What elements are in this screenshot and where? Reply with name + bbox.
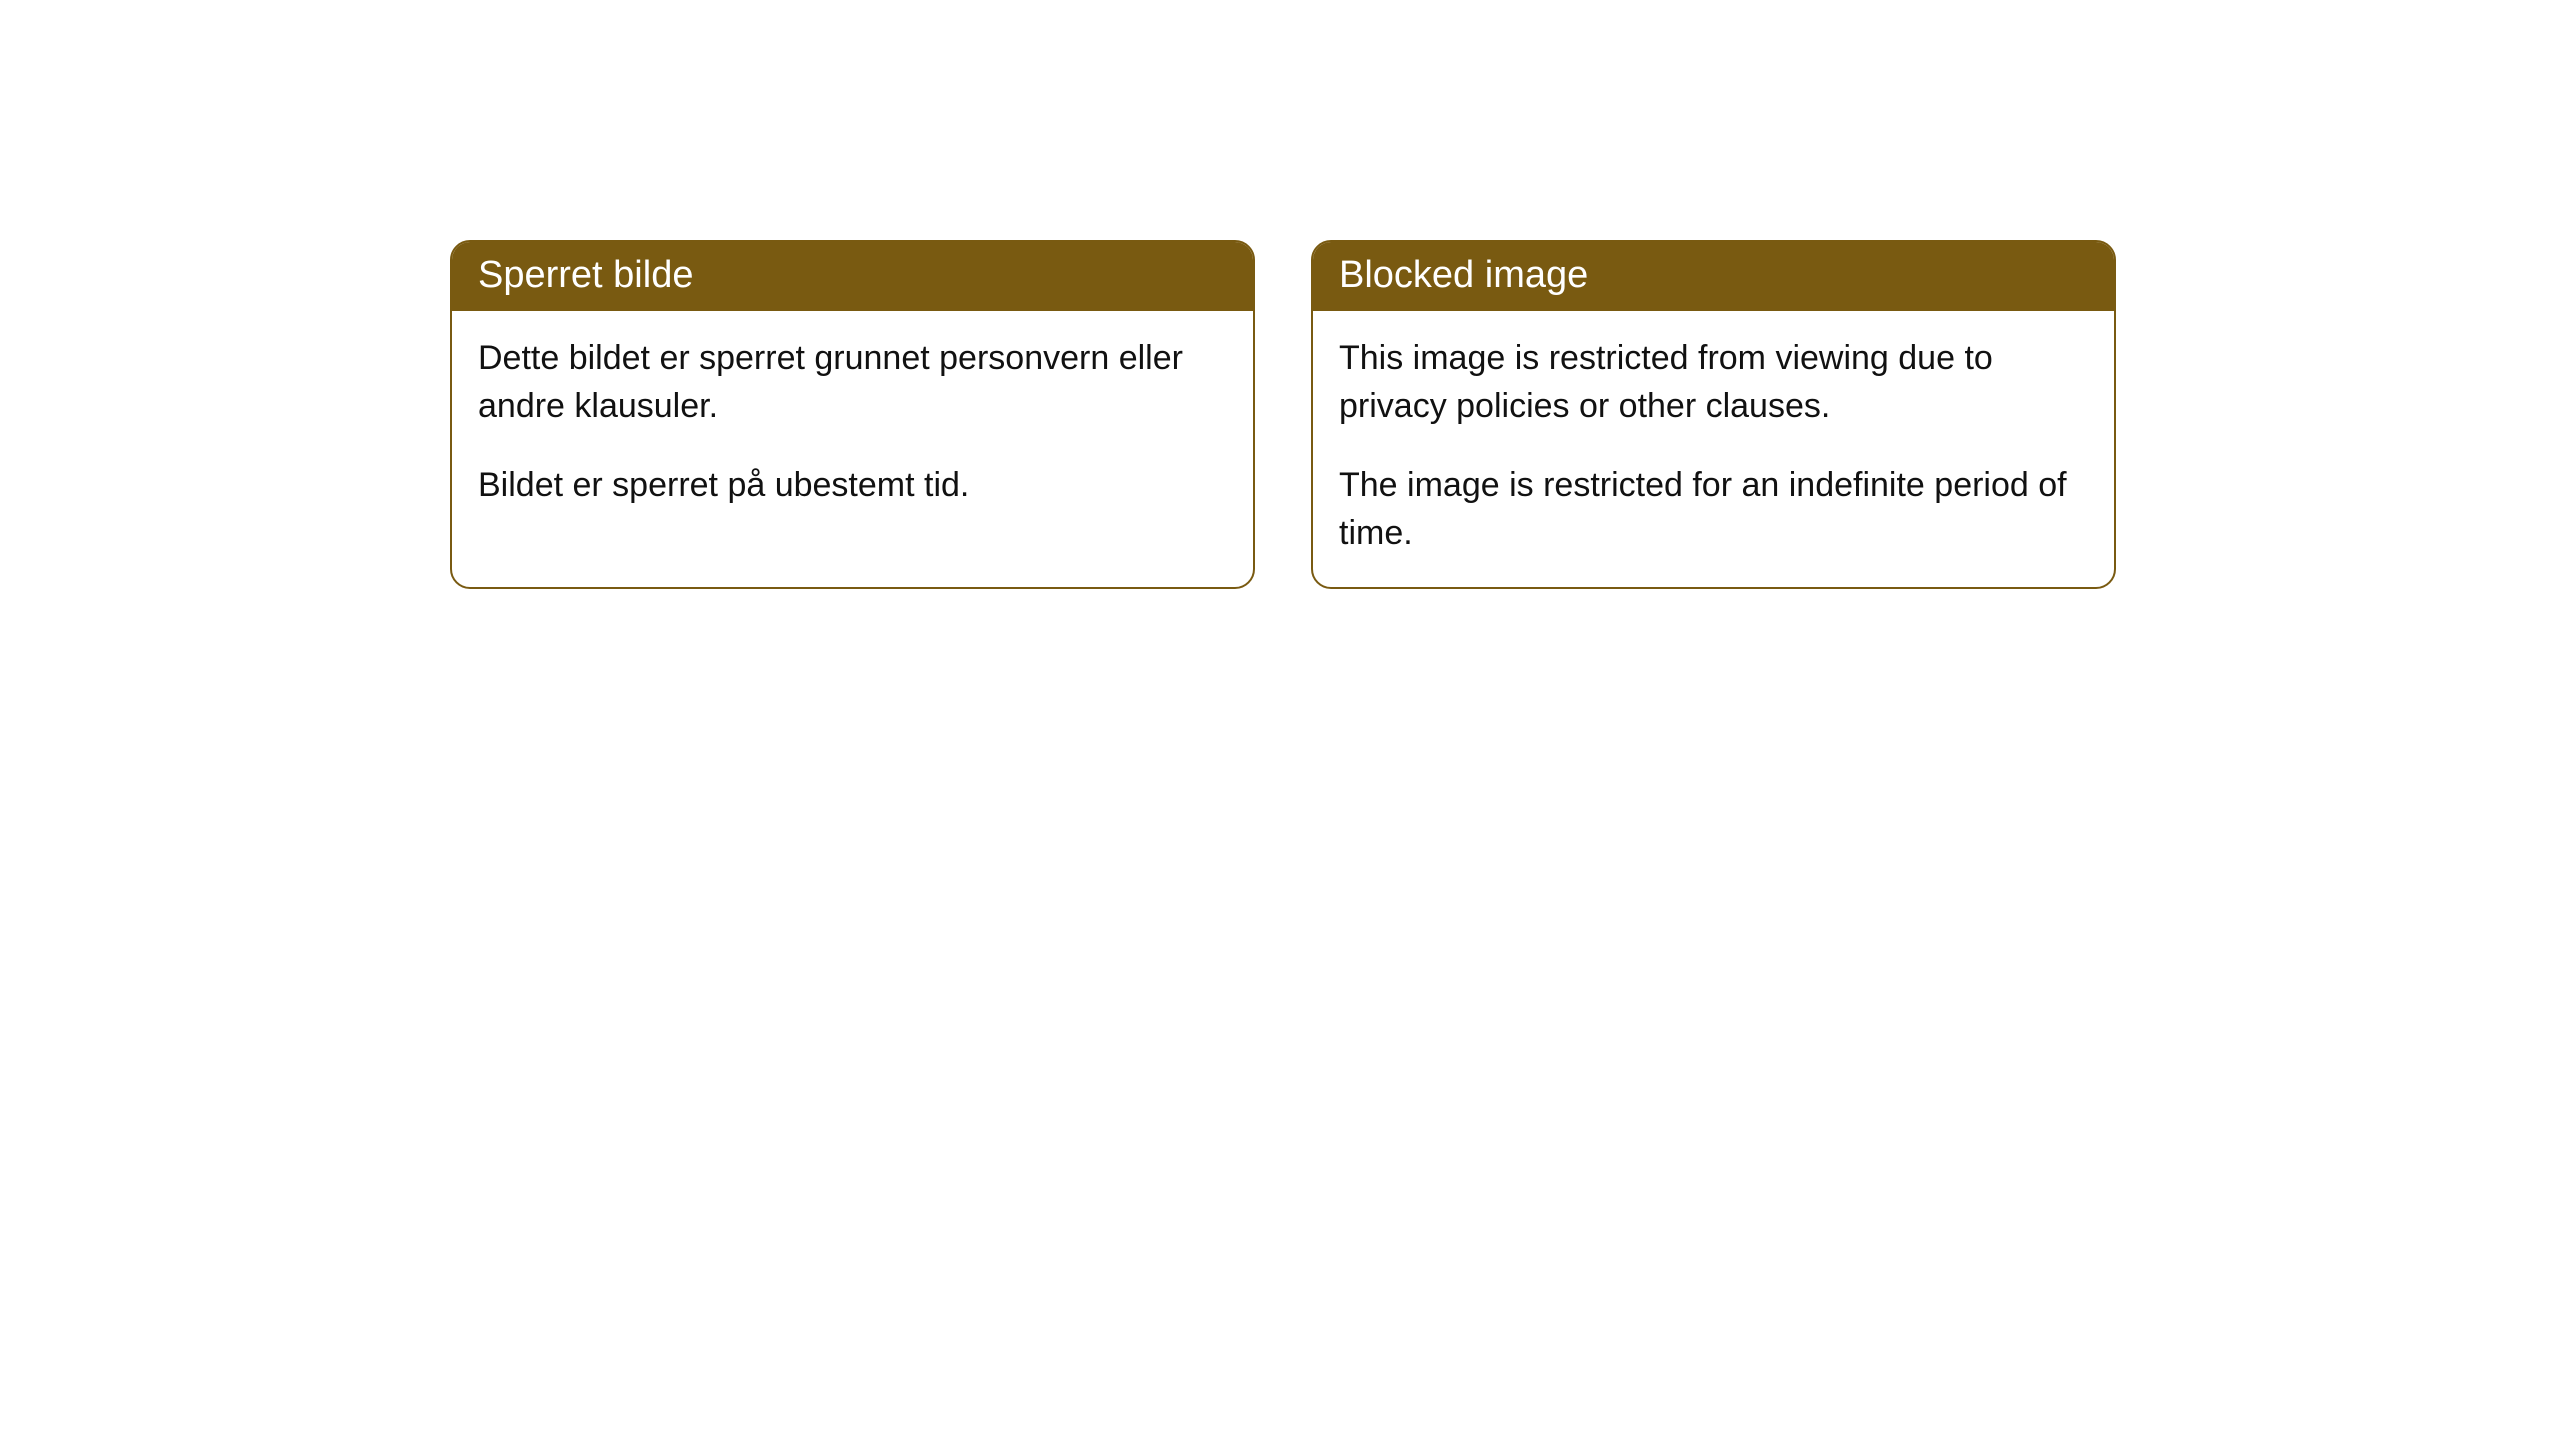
card-header-english: Blocked image [1313, 242, 2114, 311]
card-body-english: This image is restricted from viewing du… [1313, 311, 2114, 587]
card-text-english-1: This image is restricted from viewing du… [1339, 335, 2088, 430]
card-body-norwegian: Dette bildet er sperret grunnet personve… [452, 311, 1253, 540]
card-text-norwegian-2: Bildet er sperret på ubestemt tid. [478, 462, 1227, 510]
info-cards-container: Sperret bilde Dette bildet er sperret gr… [450, 240, 2116, 589]
card-text-english-2: The image is restricted for an indefinit… [1339, 462, 2088, 557]
blocked-image-card-norwegian: Sperret bilde Dette bildet er sperret gr… [450, 240, 1255, 589]
blocked-image-card-english: Blocked image This image is restricted f… [1311, 240, 2116, 589]
card-header-norwegian: Sperret bilde [452, 242, 1253, 311]
card-text-norwegian-1: Dette bildet er sperret grunnet personve… [478, 335, 1227, 430]
